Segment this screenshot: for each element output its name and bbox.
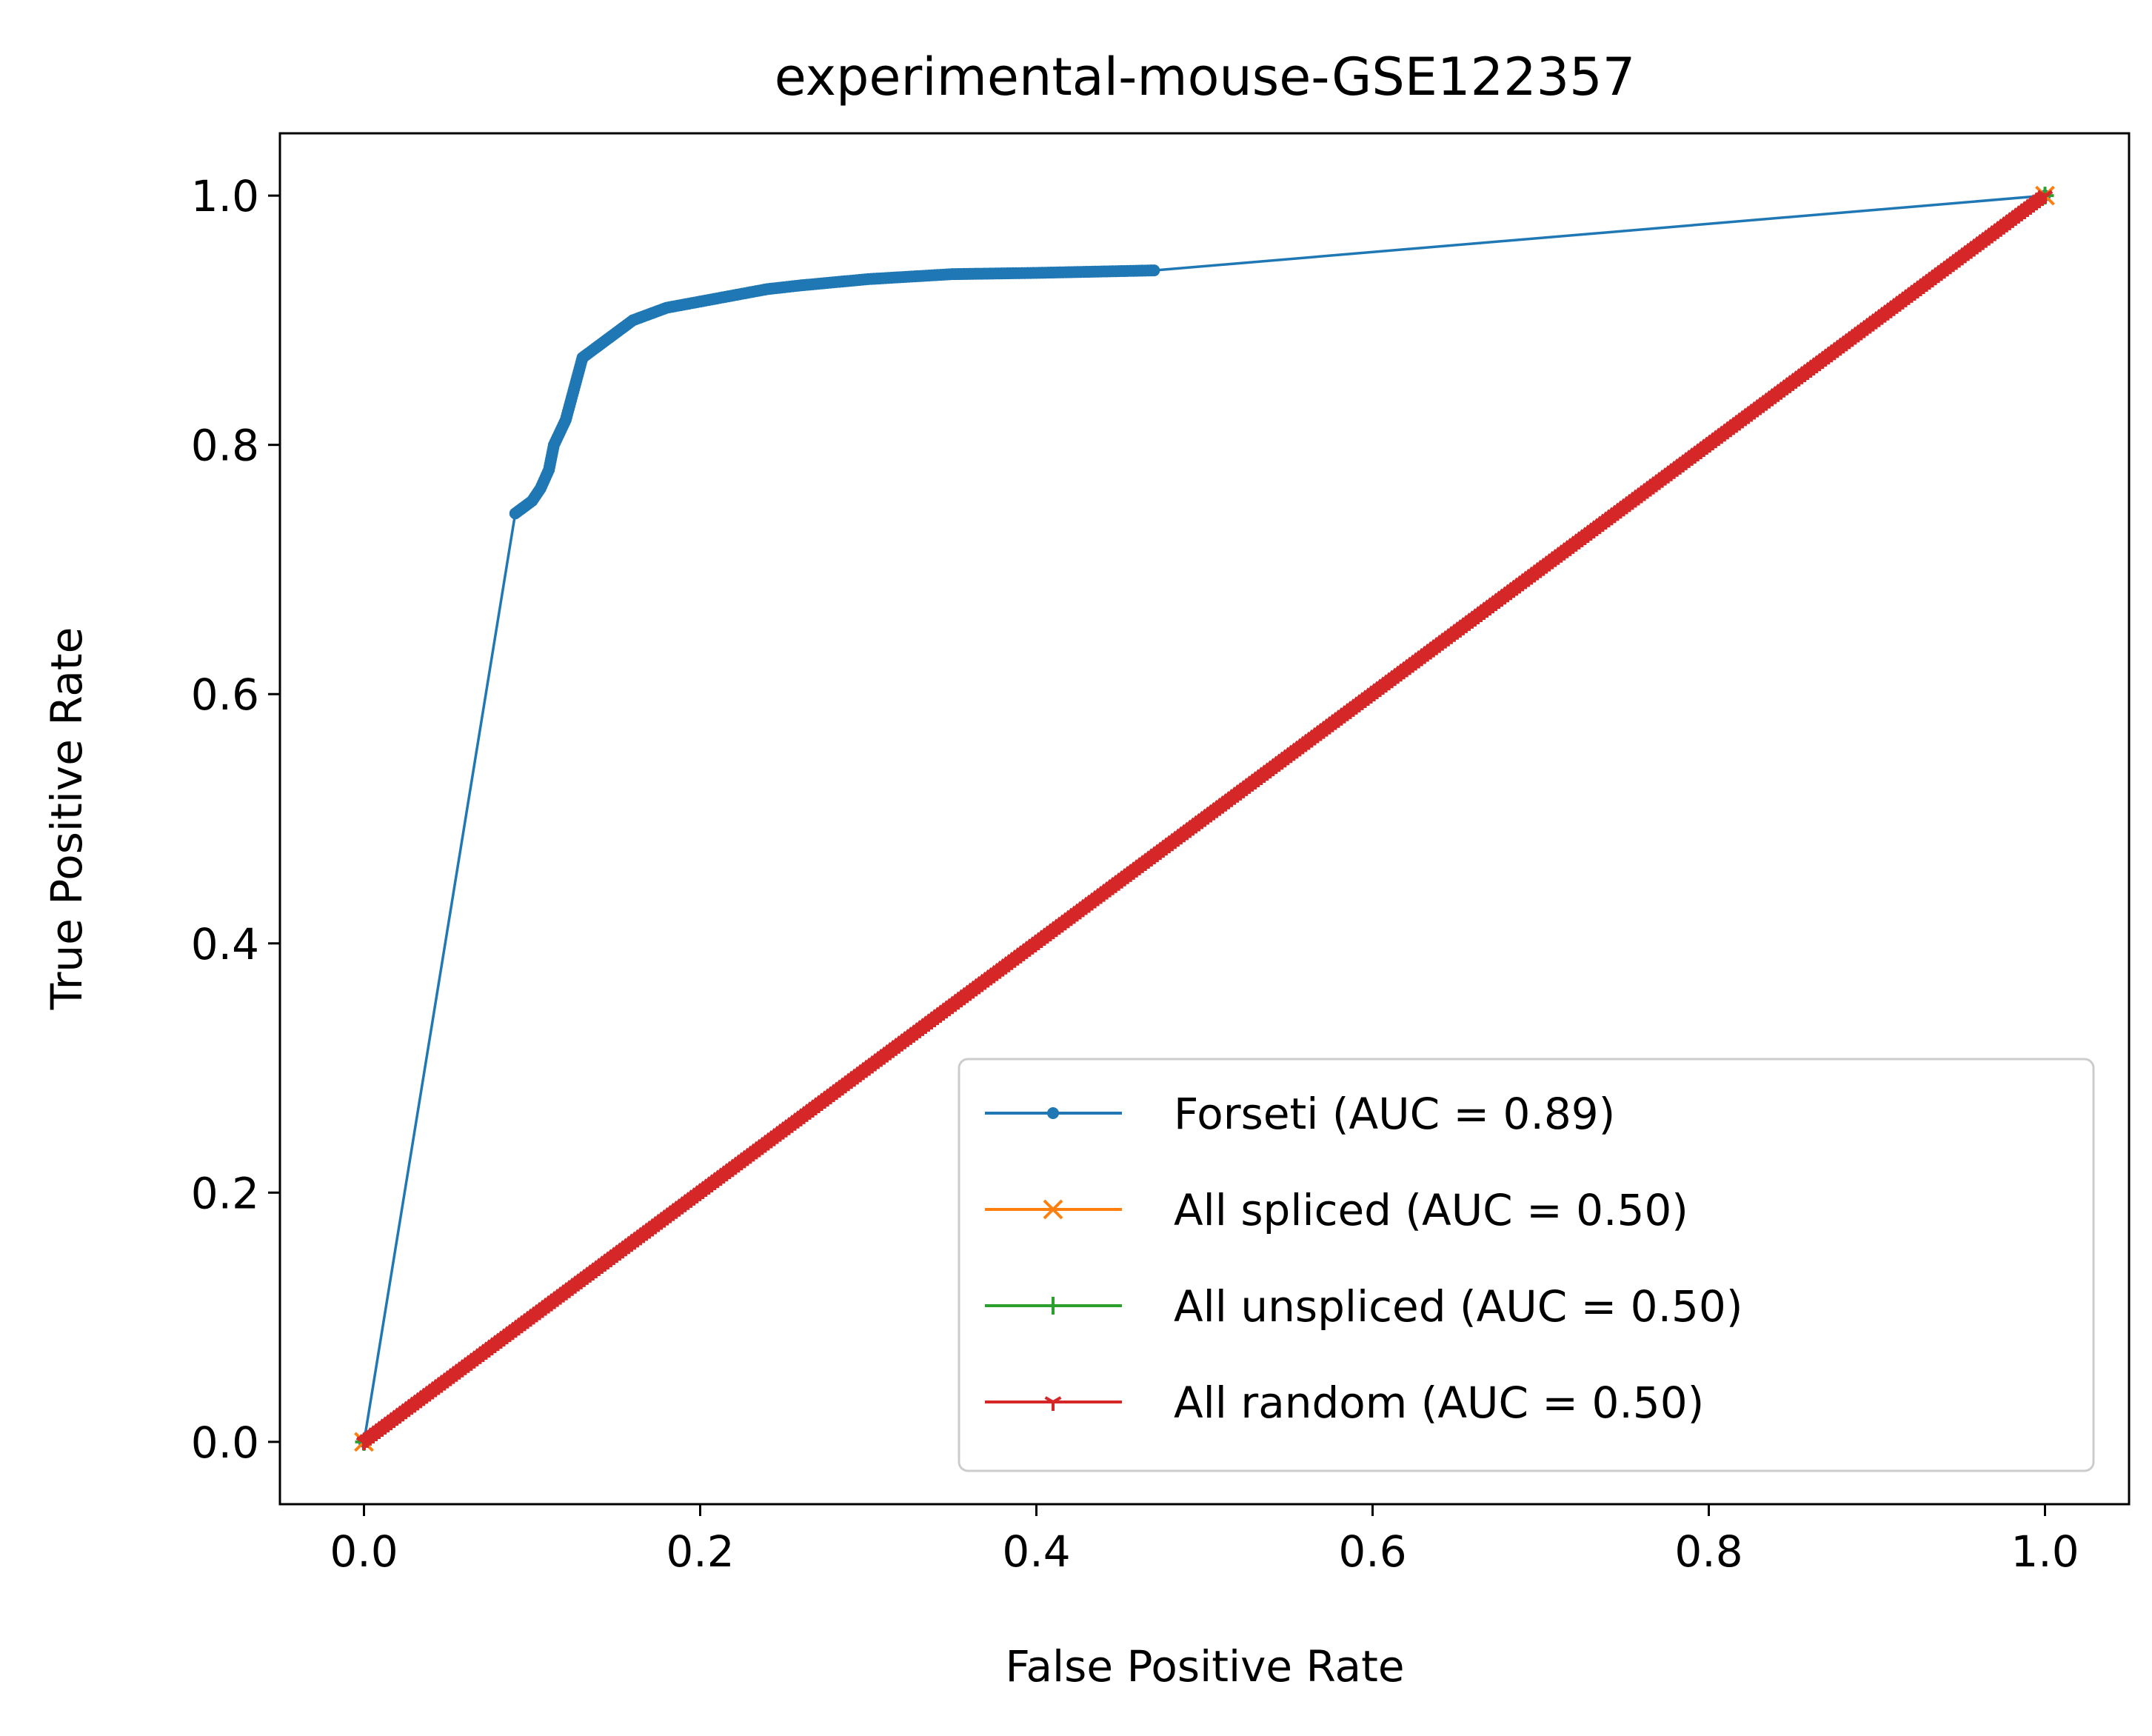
series-marker [2036,190,2054,204]
legend-marker [1043,1199,1063,1220]
x-tick-label: 0.0 [330,1526,398,1577]
x-tick-label: 0.6 [1338,1526,1406,1577]
x-tick-label: 0.4 [1002,1526,1070,1577]
legend: Forseti (AUC = 0.89) All spliced (AUC = 0… [958,1058,2095,1472]
y-tick-label: 0.0 [191,1418,259,1468]
legend-entry: All random (AUC = 0.50) [985,1378,1704,1428]
chart-title: experimental-mouse-GSE122357 [775,47,1636,107]
series-marker [1148,264,1160,277]
y-tick-label: 0.4 [191,919,259,969]
legend-entry: Forseti (AUC = 0.89) [985,1089,1615,1139]
legend-box [958,1058,2095,1472]
x-tick-label: 0.2 [666,1526,734,1577]
legend-label: Forseti (AUC = 0.89) [1174,1089,1615,1139]
x-tick-label: 1.0 [2011,1526,2079,1577]
y-tick-label: 0.2 [191,1168,259,1218]
y-tick-label: 1.0 [191,171,259,221]
x-tick-label: 0.8 [1674,1526,1742,1577]
legend-marker [1044,1396,1062,1411]
legend-marker [1044,1297,1062,1315]
legend-label: All unspliced (AUC = 0.50) [1174,1281,1742,1332]
legend-label: All spliced (AUC = 0.50) [1174,1185,1688,1235]
legend-label: All random (AUC = 0.50) [1174,1378,1704,1428]
series-4 [355,190,2054,1450]
y-axis-label: True Positive Rate [41,627,92,1011]
legend-marker [1047,1107,1059,1119]
y-axis: 0.0 0.2 0.4 0.6 0.8 1.0 [191,171,280,1468]
y-tick-label: 0.8 [191,421,259,471]
x-axis: 0.0 0.2 0.4 0.6 0.8 1.0 [330,1504,2079,1577]
legend-entry: All unspliced (AUC = 0.50) [985,1281,1742,1332]
plot-area [354,185,2055,1452]
plot-frame [278,132,2131,1506]
legend-entry: All spliced (AUC = 0.50) [985,1185,1688,1235]
x-axis-label: False Positive Rate [1005,1641,1404,1692]
y-tick-label: 0.6 [191,670,259,720]
